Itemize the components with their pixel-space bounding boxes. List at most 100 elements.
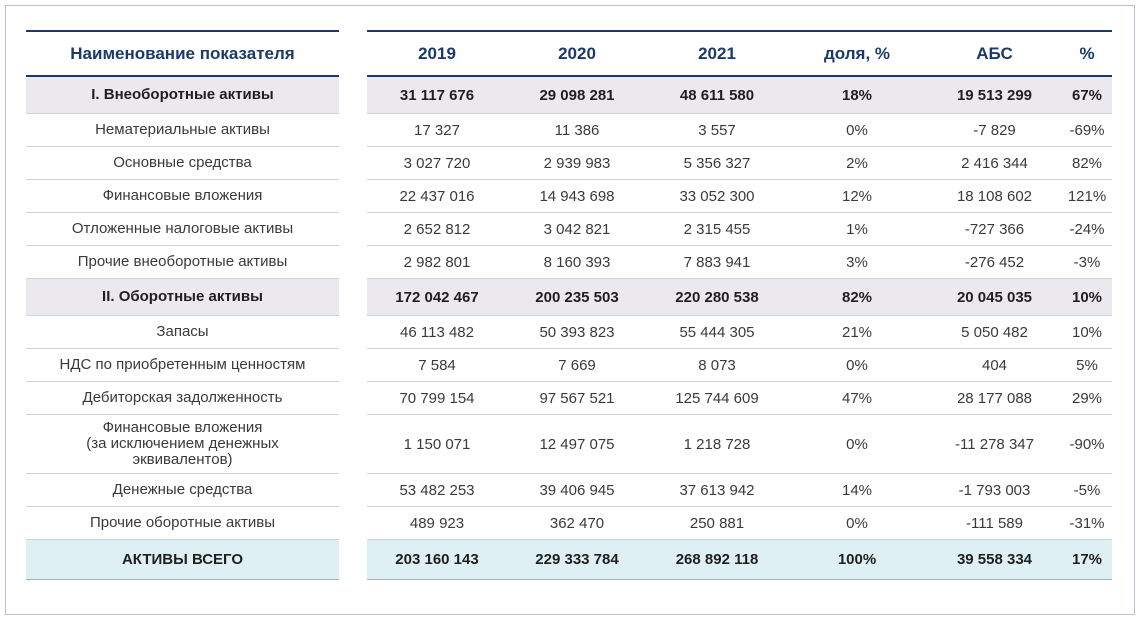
cell-abs: -11 278 347 xyxy=(927,414,1062,474)
cell-2019: 3 027 720 xyxy=(367,146,507,180)
cell-2019: 53 482 253 xyxy=(367,473,507,507)
cell-2021: 1 218 728 xyxy=(647,414,787,474)
header-2021: 2021 xyxy=(647,30,787,77)
cell-2019: 31 117 676 xyxy=(367,76,507,114)
cell-2021: 3 557 xyxy=(647,113,787,147)
table-row: Прочие внеоборотные активы 2 982 801 8 1… xyxy=(26,245,1112,279)
table-row: Основные средства 3 027 720 2 939 983 5 … xyxy=(26,146,1112,180)
row-name: Прочие оборотные активы xyxy=(26,506,339,540)
cell-2020: 362 470 xyxy=(507,506,647,540)
table-row: Нематериальные активы 17 327 11 386 3 55… xyxy=(26,113,1112,147)
cell-2021: 37 613 942 xyxy=(647,473,787,507)
cell-2019: 1 150 071 xyxy=(367,414,507,474)
cell-pct: 67% xyxy=(1062,76,1112,114)
cell-share: 0% xyxy=(787,414,927,474)
row-name: Финансовые вложения (за исключением дене… xyxy=(26,414,339,474)
row-name: Финансовые вложения xyxy=(26,179,339,213)
table-row: Финансовые вложения (за исключением дене… xyxy=(26,414,1112,474)
cell-2020: 12 497 075 xyxy=(507,414,647,474)
header-share: доля, % xyxy=(787,30,927,77)
row-name: Денежные средства xyxy=(26,473,339,507)
cell-pct: -5% xyxy=(1062,473,1112,507)
header-2019: 2019 xyxy=(367,30,507,77)
row-name: Запасы xyxy=(26,315,339,349)
cell-pct: 29% xyxy=(1062,381,1112,415)
table-row: Денежные средства 53 482 253 39 406 945 … xyxy=(26,473,1112,507)
cell-pct: 121% xyxy=(1062,179,1112,213)
table-row-total: АКТИВЫ ВСЕГО 203 160 143 229 333 784 268… xyxy=(26,539,1112,580)
cell-2021: 2 315 455 xyxy=(647,212,787,246)
table-row: II. Оборотные активы 172 042 467 200 235… xyxy=(26,278,1112,316)
table-row: Дебиторская задолженность 70 799 154 97 … xyxy=(26,381,1112,415)
row-name: НДС по приобретенным ценностям xyxy=(26,348,339,382)
row-name: Дебиторская задолженность xyxy=(26,381,339,415)
cell-share: 3% xyxy=(787,245,927,279)
cell-2020: 2 939 983 xyxy=(507,146,647,180)
cell-share: 0% xyxy=(787,506,927,540)
table-row: Прочие оборотные активы 489 923 362 470 … xyxy=(26,506,1112,540)
header-name: Наименование показателя xyxy=(26,30,339,77)
cell-pct: 5% xyxy=(1062,348,1112,382)
cell-pct: 10% xyxy=(1062,315,1112,349)
cell-2020: 200 235 503 xyxy=(507,278,647,316)
cell-share: 2% xyxy=(787,146,927,180)
cell-2021: 250 881 xyxy=(647,506,787,540)
cell-abs: 404 xyxy=(927,348,1062,382)
cell-pct: -3% xyxy=(1062,245,1112,279)
cell-abs: 19 513 299 xyxy=(927,76,1062,114)
cell-2020: 229 333 784 xyxy=(507,539,647,580)
cell-pct: -90% xyxy=(1062,414,1112,474)
cell-share: 18% xyxy=(787,76,927,114)
cell-pct: 17% xyxy=(1062,539,1112,580)
cell-2020: 50 393 823 xyxy=(507,315,647,349)
header-pct: % xyxy=(1062,30,1112,77)
row-name: АКТИВЫ ВСЕГО xyxy=(26,539,339,580)
row-name: I. Внеоборотные активы xyxy=(26,76,339,114)
cell-abs: 28 177 088 xyxy=(927,381,1062,415)
cell-2020: 11 386 xyxy=(507,113,647,147)
header-abs: АБС xyxy=(927,30,1062,77)
cell-pct: -69% xyxy=(1062,113,1112,147)
cell-2019: 203 160 143 xyxy=(367,539,507,580)
cell-2020: 97 567 521 xyxy=(507,381,647,415)
table-row: Отложенные налоговые активы 2 652 812 3 … xyxy=(26,212,1112,246)
cell-pct: 10% xyxy=(1062,278,1112,316)
cell-share: 12% xyxy=(787,179,927,213)
cell-2019: 2 982 801 xyxy=(367,245,507,279)
row-name: Нематериальные активы xyxy=(26,113,339,147)
cell-pct: 82% xyxy=(1062,146,1112,180)
cell-2021: 125 744 609 xyxy=(647,381,787,415)
table-row: Финансовые вложения 22 437 016 14 943 69… xyxy=(26,179,1112,213)
header-row: Наименование показателя 2019 2020 2021 д… xyxy=(26,30,1112,77)
cell-abs: -276 452 xyxy=(927,245,1062,279)
row-name: Отложенные налоговые активы xyxy=(26,212,339,246)
cell-abs: 39 558 334 xyxy=(927,539,1062,580)
table-row: Запасы 46 113 482 50 393 823 55 444 305 … xyxy=(26,315,1112,349)
cell-2021: 55 444 305 xyxy=(647,315,787,349)
cell-pct: -24% xyxy=(1062,212,1112,246)
cell-abs: 20 045 035 xyxy=(927,278,1062,316)
row-name: II. Оборотные активы xyxy=(26,278,339,316)
cell-abs: 18 108 602 xyxy=(927,179,1062,213)
cell-2019: 70 799 154 xyxy=(367,381,507,415)
cell-2020: 3 042 821 xyxy=(507,212,647,246)
cell-abs: -111 589 xyxy=(927,506,1062,540)
cell-2020: 14 943 698 xyxy=(507,179,647,213)
row-name: Прочие внеоборотные активы xyxy=(26,245,339,279)
cell-abs: 5 050 482 xyxy=(927,315,1062,349)
balance-assets-table: Наименование показателя 2019 2020 2021 д… xyxy=(26,30,1112,580)
cell-share: 100% xyxy=(787,539,927,580)
cell-2019: 46 113 482 xyxy=(367,315,507,349)
cell-2021: 48 611 580 xyxy=(647,76,787,114)
cell-share: 47% xyxy=(787,381,927,415)
cell-share: 82% xyxy=(787,278,927,316)
cell-2019: 2 652 812 xyxy=(367,212,507,246)
cell-2020: 39 406 945 xyxy=(507,473,647,507)
cell-2021: 7 883 941 xyxy=(647,245,787,279)
cell-share: 0% xyxy=(787,113,927,147)
cell-abs: -7 829 xyxy=(927,113,1062,147)
table-row: НДС по приобретенным ценностям 7 584 7 6… xyxy=(26,348,1112,382)
cell-2021: 8 073 xyxy=(647,348,787,382)
cell-abs: -727 366 xyxy=(927,212,1062,246)
cell-2019: 22 437 016 xyxy=(367,179,507,213)
